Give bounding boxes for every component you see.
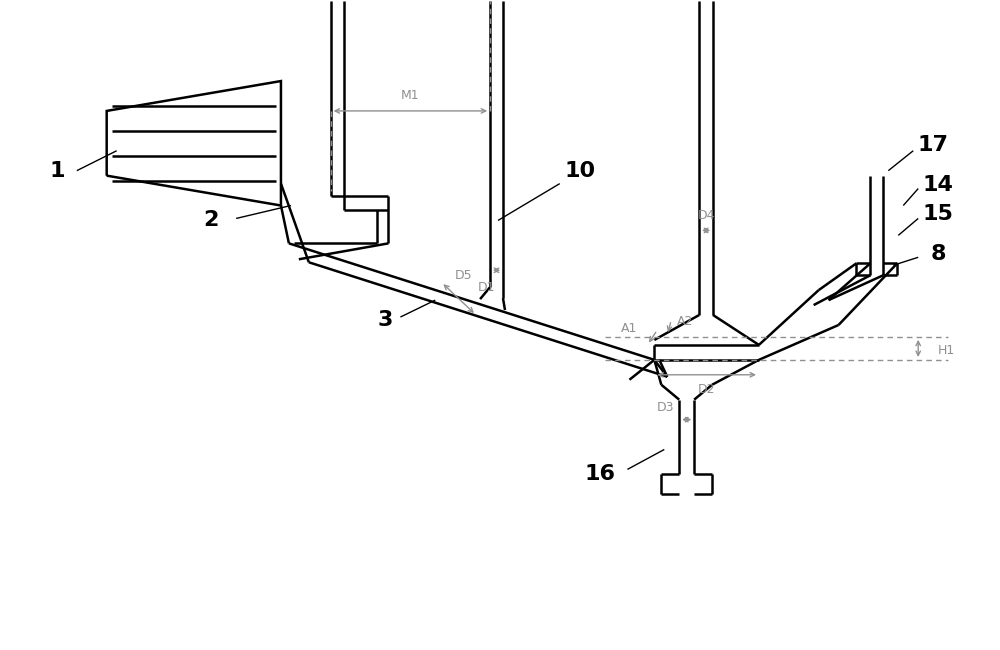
Text: D3: D3 <box>657 401 674 414</box>
Text: 1: 1 <box>49 161 65 181</box>
Text: 15: 15 <box>923 205 954 224</box>
Text: D4: D4 <box>697 209 715 222</box>
Text: A1: A1 <box>621 322 637 335</box>
Text: 16: 16 <box>584 464 615 484</box>
Text: M1: M1 <box>401 90 420 103</box>
Text: 10: 10 <box>564 161 595 181</box>
Text: A2: A2 <box>677 315 694 328</box>
Text: 3: 3 <box>378 310 393 330</box>
Text: 2: 2 <box>204 211 219 231</box>
Text: D2: D2 <box>697 384 715 396</box>
Text: D5: D5 <box>454 268 472 281</box>
Text: H1: H1 <box>938 344 955 358</box>
Text: D1: D1 <box>477 281 495 294</box>
Text: 8: 8 <box>930 244 946 265</box>
Text: 14: 14 <box>923 175 954 194</box>
Text: 17: 17 <box>918 135 949 155</box>
